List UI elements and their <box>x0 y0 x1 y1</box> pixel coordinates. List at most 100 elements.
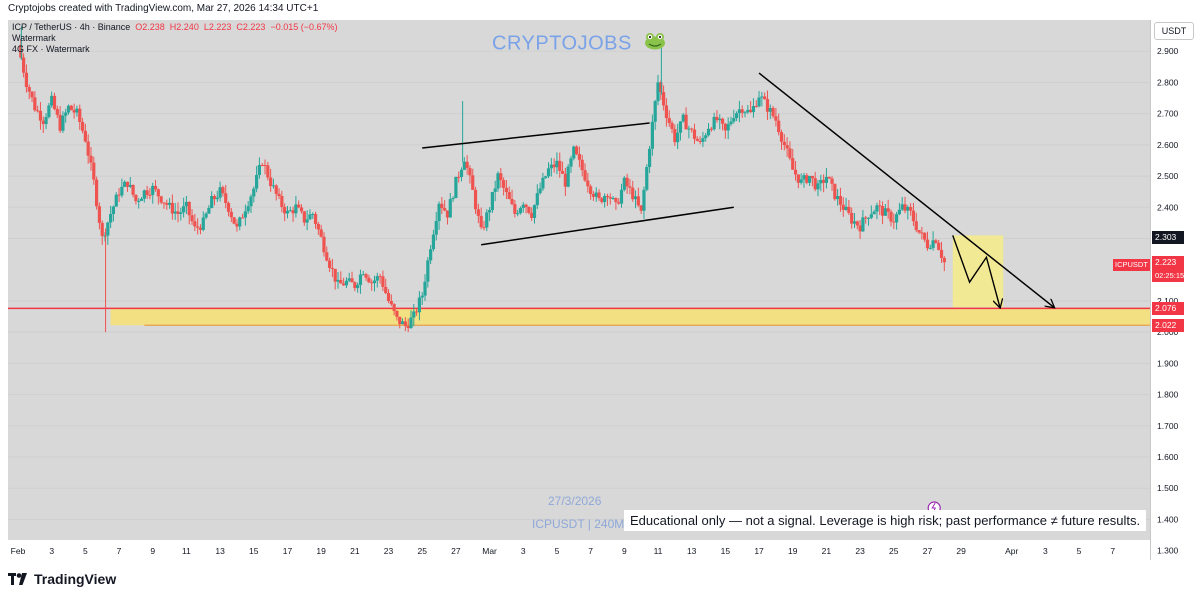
candle-body <box>342 283 346 286</box>
candle-body <box>454 176 458 198</box>
time-tick-label: 25 <box>417 546 427 556</box>
candle-body <box>872 211 876 215</box>
candle-body <box>574 146 579 155</box>
candle-body <box>883 208 887 216</box>
candle-body <box>38 110 43 121</box>
candle-body <box>52 95 57 109</box>
candle-body <box>619 189 624 204</box>
time-tick-label: 21 <box>350 546 360 556</box>
candle-body <box>72 110 76 113</box>
time-tick-label: 7 <box>1110 546 1115 556</box>
candle-body <box>591 193 596 197</box>
candle-body <box>308 214 312 220</box>
candle-body <box>398 316 402 325</box>
candle-body <box>875 205 879 212</box>
candle-body <box>269 177 273 187</box>
candle-body <box>493 188 497 192</box>
time-tick-label: 15 <box>249 546 259 556</box>
price-tick-label: 2.000 <box>1157 327 1179 337</box>
candle-body <box>566 166 570 187</box>
candle-body <box>305 219 309 223</box>
candle-body <box>737 109 742 114</box>
candle-body <box>516 213 520 215</box>
candle-body <box>131 184 135 195</box>
candle-body <box>263 164 267 166</box>
candle-body <box>75 108 79 113</box>
candle-body <box>187 201 191 216</box>
candle-body <box>196 226 200 228</box>
candle-body <box>403 321 407 326</box>
candle-body <box>364 274 368 278</box>
time-tick-label: 29 <box>956 546 966 556</box>
candle-body <box>162 202 166 204</box>
watermark-symbol: ICPUSDT | 240M <box>532 517 625 531</box>
candle-body <box>117 194 121 196</box>
candle-body <box>406 325 410 329</box>
candle-body <box>625 177 629 187</box>
candle-body <box>361 274 365 276</box>
candle-body <box>937 242 941 250</box>
candle-body <box>249 196 253 207</box>
time-tick-label: 17 <box>754 546 764 556</box>
candle-body <box>518 208 523 214</box>
tradingview-logo[interactable]: TradingView <box>8 571 116 587</box>
price-tick-label: 2.500 <box>1157 171 1179 181</box>
candle-body <box>785 145 789 149</box>
candle-body <box>190 215 194 222</box>
candle-body <box>414 311 419 313</box>
watermark-title: CRYPTOJOBS <box>492 32 666 56</box>
candle-body <box>89 155 93 163</box>
legend-low: L2.223 <box>203 22 232 32</box>
legend-indicator-1[interactable]: Watermark <box>12 33 56 43</box>
candle-body <box>639 205 643 211</box>
candle-body <box>723 123 727 131</box>
price-axis[interactable]: 2.9002.8002.7002.6002.5002.4002.3002.100… <box>1150 20 1200 560</box>
candle-body <box>496 173 500 189</box>
time-axis[interactable]: Feb 3 5 7 9 11 13 15 17 19 21 23 25 27 Mar 3 5 7 9 11 13 15 17… <box>8 540 1150 560</box>
time-tick-label: 3 <box>521 546 526 556</box>
candle-body <box>212 196 217 200</box>
price-chart[interactable] <box>8 20 1150 560</box>
candle-body <box>589 186 593 194</box>
candle-body <box>204 213 208 218</box>
time-tick-label: 21 <box>822 546 832 556</box>
candle-body <box>487 210 492 213</box>
candle-body <box>299 207 304 212</box>
currency-button[interactable]: USDT <box>1154 22 1194 40</box>
candle-body <box>836 196 840 200</box>
candle-body <box>822 179 826 183</box>
candle-body <box>193 221 197 227</box>
candle-body <box>336 279 340 282</box>
candle-body <box>285 210 290 214</box>
time-tick-label: 23 <box>384 546 394 556</box>
candle-body <box>636 196 640 206</box>
price-tick-label: 1.500 <box>1157 483 1179 493</box>
candle-body <box>479 215 483 228</box>
candle-body <box>198 227 203 230</box>
candle-body <box>271 185 276 187</box>
price-label-current: 2.223 <box>1152 256 1184 270</box>
candle-body <box>793 169 798 175</box>
candle-body <box>659 82 663 93</box>
candle-body <box>148 194 152 196</box>
tradingview-logo-icon <box>8 573 27 585</box>
candle-body <box>434 221 438 235</box>
candle-body <box>558 160 562 171</box>
price-tick-label: 1.600 <box>1157 452 1179 462</box>
candle-body <box>473 189 478 210</box>
candle-body <box>698 140 702 142</box>
candle-body <box>667 118 671 124</box>
candle-body <box>715 116 719 121</box>
candle-body <box>232 217 236 224</box>
candle-body <box>210 196 214 209</box>
chart-canvas[interactable]: ICP / TetherUS · 4h · Binance O2.238 H2.… <box>8 20 1150 560</box>
candle-body <box>538 188 542 194</box>
legend-indicator-2[interactable]: 4G FX · Watermark <box>12 44 90 54</box>
time-tick-label: 5 <box>1077 546 1082 556</box>
candle-body <box>903 204 907 211</box>
tradingview-logo-text: TradingView <box>34 571 117 587</box>
candle-body <box>392 304 396 311</box>
candle-body <box>791 158 795 170</box>
candle-body <box>417 297 422 313</box>
candle-body <box>66 105 71 113</box>
